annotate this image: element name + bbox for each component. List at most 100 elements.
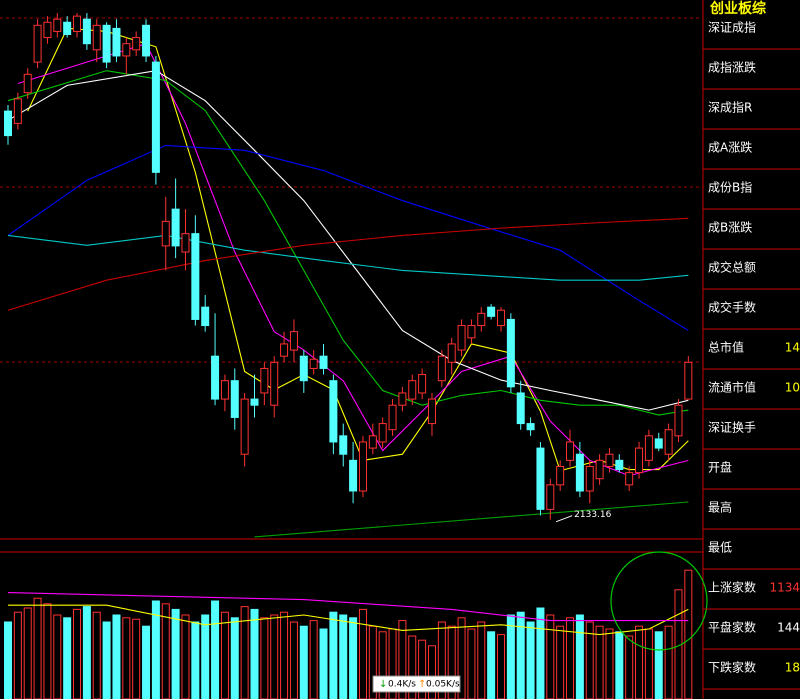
moving-average — [7, 70, 689, 411]
volume-bar — [437, 621, 446, 699]
volume-bar — [132, 618, 141, 699]
volume-bar — [635, 625, 644, 699]
volume-bar — [171, 608, 180, 699]
volume-bar — [319, 628, 328, 699]
row-value: 10 — [785, 381, 800, 395]
candle-body — [506, 318, 515, 388]
candle-body — [536, 447, 545, 510]
volume-bar — [595, 625, 604, 699]
volume-moving-average — [7, 592, 689, 622]
row-value: 18 — [785, 661, 800, 675]
candle-body — [142, 24, 151, 57]
volume-bar — [556, 625, 565, 699]
candle-body — [181, 233, 190, 253]
volume-bar — [654, 631, 663, 699]
candle-body — [349, 459, 358, 492]
candle-body — [625, 472, 634, 486]
candle-body — [487, 306, 496, 317]
row-label: 深证成指 — [708, 20, 756, 35]
volume-bar — [220, 611, 229, 699]
candle-body — [457, 325, 466, 351]
candle-body — [220, 380, 229, 400]
volume-bar — [280, 611, 289, 699]
candle-body — [250, 398, 259, 406]
volume-bar — [546, 614, 555, 699]
volume-bar — [625, 635, 634, 699]
row-value: 14 — [785, 341, 800, 355]
volume-bar — [142, 625, 151, 699]
candle-body — [122, 43, 131, 57]
volume-bar — [339, 614, 348, 699]
volume-pane — [4, 569, 693, 699]
moving-average — [7, 234, 689, 281]
candle-body — [339, 435, 348, 455]
volume-bar — [151, 600, 160, 699]
row-label: 最低 — [708, 541, 732, 555]
volume-bar — [33, 597, 42, 699]
highlight-ellipse — [610, 551, 708, 651]
row-value: 144 — [777, 621, 800, 635]
row-label: 平盘家数 — [708, 620, 756, 635]
volume-bar — [536, 607, 545, 699]
down-arrow: ↓ — [379, 679, 387, 690]
volume-bar — [230, 617, 239, 699]
candle-body — [467, 325, 476, 339]
volume-bar — [664, 625, 673, 699]
row-label: 最高 — [708, 500, 732, 515]
volume-bar — [112, 614, 121, 699]
row-label: 成交总额 — [708, 260, 756, 275]
candle-body — [684, 361, 693, 400]
volume-bar — [585, 621, 594, 699]
volume-bar — [211, 600, 220, 699]
moving-average — [17, 43, 689, 477]
row-label: 成B涨跌 — [708, 220, 752, 235]
volume-bar — [309, 620, 318, 699]
candle-body — [53, 18, 62, 32]
candle-body — [230, 380, 239, 418]
candle-body — [43, 21, 52, 39]
row-label: 成A涨跌 — [708, 140, 752, 155]
row-label: 开盘 — [708, 460, 732, 475]
volume-bar — [289, 621, 298, 699]
candle-body — [644, 435, 653, 461]
moving-average — [7, 217, 689, 311]
candle-body — [427, 398, 436, 425]
row-value: 1134 — [769, 581, 800, 595]
row-label: 流通市值 — [708, 380, 756, 395]
volume-bar — [358, 608, 367, 699]
status-box: ↓ 0.4K/s ↑ 0.05K/s — [372, 675, 461, 693]
candle-body — [654, 438, 663, 449]
candle-body — [378, 423, 387, 443]
candle-body — [151, 61, 160, 173]
candle-body — [260, 367, 269, 394]
volume-bar — [260, 617, 269, 699]
candle-body — [546, 484, 555, 510]
candle-body — [82, 18, 91, 45]
down-rate: 0.4K/s — [388, 680, 416, 690]
candle-body — [615, 459, 624, 471]
candle-body — [674, 404, 683, 437]
candle-body — [201, 306, 210, 327]
candle-body — [132, 37, 141, 51]
volume-bar — [102, 621, 111, 699]
candle-body — [289, 331, 298, 351]
candle-body — [418, 374, 427, 394]
volume-bar — [615, 631, 624, 699]
up-arrow: ↑ — [418, 679, 426, 690]
volume-bar — [4, 621, 12, 699]
candle-body — [447, 343, 456, 363]
candle-body — [437, 355, 446, 382]
volume-bar — [506, 614, 515, 699]
candle-body — [211, 355, 220, 400]
candle-body — [575, 453, 584, 492]
candle-body — [329, 380, 338, 443]
row-label: 成指涨跌 — [708, 60, 756, 75]
status-frame — [372, 675, 461, 693]
candle-body — [398, 392, 407, 406]
up-rate: 0.05K/s — [426, 680, 460, 690]
candle-body — [585, 465, 594, 492]
volume-bar — [23, 607, 32, 699]
volume-bar — [575, 614, 584, 699]
candle-body — [280, 343, 289, 357]
